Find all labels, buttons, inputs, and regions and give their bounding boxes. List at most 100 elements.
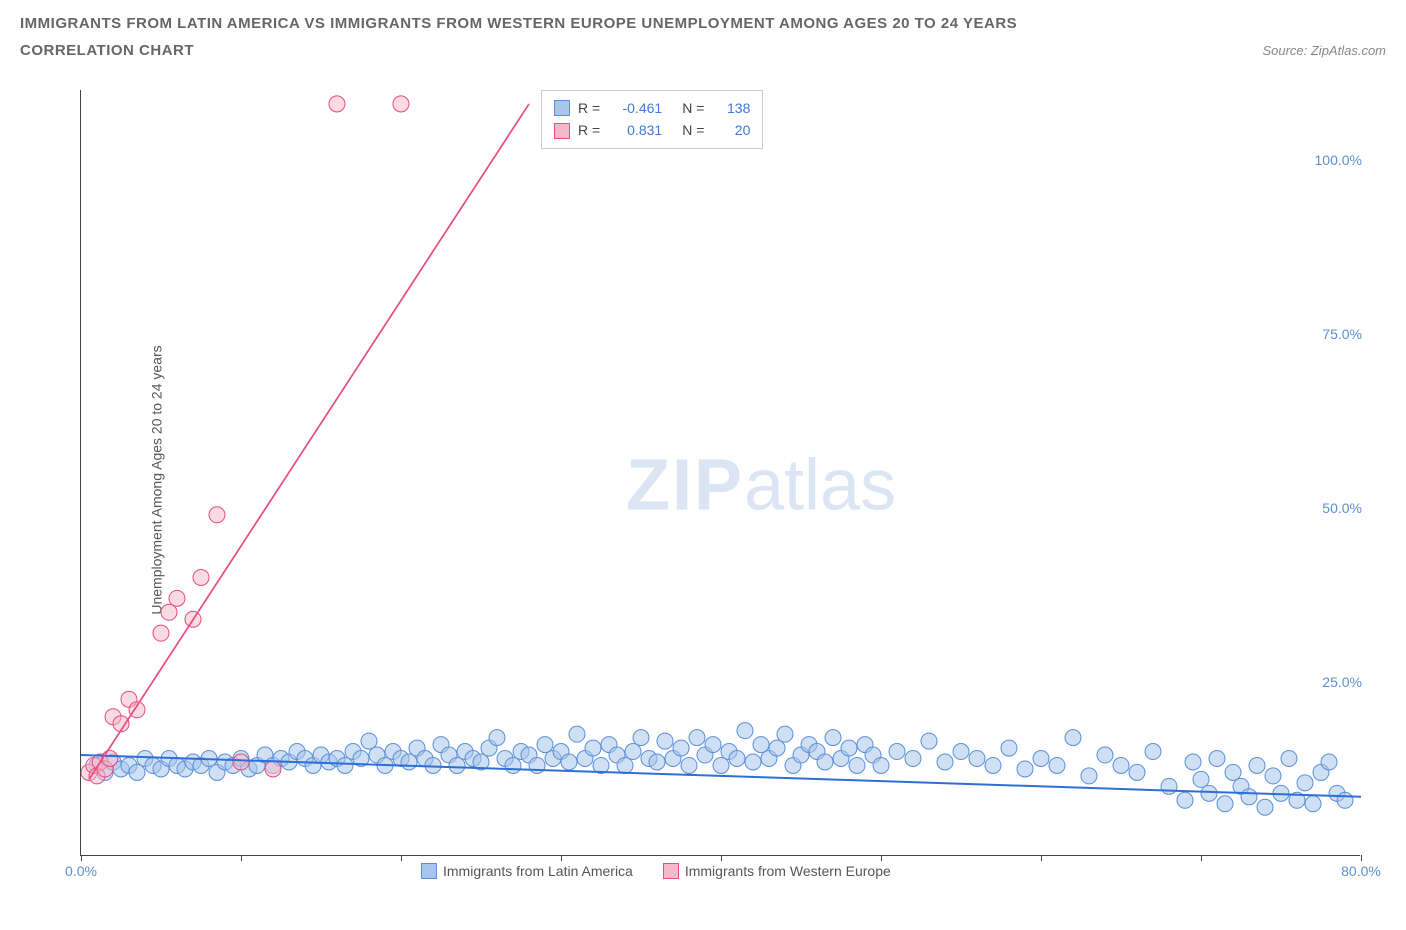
data-point <box>873 757 889 773</box>
x-tick-label: 80.0% <box>1341 863 1381 879</box>
y-tick-label: 25.0% <box>1322 674 1362 690</box>
data-point <box>1321 754 1337 770</box>
data-point <box>1193 771 1209 787</box>
data-point <box>777 726 793 742</box>
legend-n-label: N = <box>682 119 704 141</box>
scatter-svg <box>81 90 1361 856</box>
data-point <box>1265 768 1281 784</box>
data-point <box>825 730 841 746</box>
data-point <box>1337 792 1353 808</box>
data-point <box>1217 796 1233 812</box>
data-point <box>337 757 353 773</box>
data-point <box>649 754 665 770</box>
data-point <box>1281 751 1297 767</box>
data-point <box>1305 796 1321 812</box>
data-point <box>1097 747 1113 763</box>
x-tick-mark <box>1361 855 1362 861</box>
data-point <box>657 733 673 749</box>
data-point <box>769 740 785 756</box>
legend-n-value: 20 <box>716 119 750 141</box>
data-point <box>569 726 585 742</box>
data-point <box>561 754 577 770</box>
data-point <box>537 737 553 753</box>
data-point <box>1177 792 1193 808</box>
data-point <box>585 740 601 756</box>
y-tick-label: 75.0% <box>1322 326 1362 342</box>
chart-container: Unemployment Among Ages 20 to 24 years Z… <box>60 80 1380 880</box>
data-point <box>1129 764 1145 780</box>
data-point <box>449 757 465 773</box>
x-tick-mark <box>721 855 722 861</box>
x-tick-label: 0.0% <box>65 863 97 879</box>
data-point <box>1241 789 1257 805</box>
data-point <box>737 723 753 739</box>
data-point <box>953 744 969 760</box>
data-point <box>985 757 1001 773</box>
legend-label: Immigrants from Western Europe <box>685 863 891 879</box>
y-tick-label: 50.0% <box>1322 500 1362 516</box>
data-point <box>1145 744 1161 760</box>
data-point <box>169 590 185 606</box>
y-tick-label: 100.0% <box>1315 152 1362 168</box>
data-point <box>841 740 857 756</box>
data-point <box>102 751 118 767</box>
x-tick-mark <box>241 855 242 861</box>
plot-area: ZIPatlas R =-0.461N =138R =0.831N =20 Im… <box>80 90 1360 856</box>
legend-row: R = -0.461 N = 138 <box>554 97 750 119</box>
data-point <box>1065 730 1081 746</box>
data-point <box>209 507 225 523</box>
legend-n-value: 138 <box>716 97 750 119</box>
legend-row: R =0.831N =20 <box>554 119 750 141</box>
data-point <box>937 754 953 770</box>
data-point <box>1161 778 1177 794</box>
source-attribution: Source: ZipAtlas.com <box>1262 43 1386 58</box>
data-point <box>625 744 641 760</box>
data-point <box>1113 757 1129 773</box>
data-point <box>969 751 985 767</box>
data-point <box>393 96 409 112</box>
x-tick-mark <box>401 855 402 861</box>
legend-swatch <box>421 863 437 879</box>
data-point <box>1081 768 1097 784</box>
data-point <box>713 757 729 773</box>
data-point <box>689 730 705 746</box>
series-legend: Immigrants from Latin America Immigrants … <box>421 863 891 879</box>
legend-item: Immigrants from Western Europe <box>663 863 891 879</box>
data-point <box>617 757 633 773</box>
data-point <box>1049 757 1065 773</box>
data-point <box>673 740 689 756</box>
chart-subtitle: CORRELATION CHART <box>20 42 194 59</box>
data-point <box>905 751 921 767</box>
data-point <box>681 757 697 773</box>
data-point <box>193 569 209 585</box>
x-tick-mark <box>81 855 82 861</box>
legend-r-value: -0.461 <box>612 97 662 119</box>
data-point <box>1185 754 1201 770</box>
data-point <box>265 761 281 777</box>
data-point <box>153 625 169 641</box>
x-tick-mark <box>1041 855 1042 861</box>
data-point <box>633 730 649 746</box>
data-point <box>1297 775 1313 791</box>
trend-line <box>89 104 529 779</box>
data-point <box>753 737 769 753</box>
data-point <box>1017 761 1033 777</box>
data-point <box>817 754 833 770</box>
data-point <box>233 754 249 770</box>
legend-n-label: N = <box>682 97 704 119</box>
legend-r-value: 0.831 <box>612 119 662 141</box>
data-point <box>161 604 177 620</box>
legend-swatch <box>663 863 679 879</box>
data-point <box>505 757 521 773</box>
legend-label: Immigrants from Latin America <box>443 863 633 879</box>
x-tick-mark <box>561 855 562 861</box>
legend-r-label: R = <box>578 97 600 119</box>
data-point <box>849 757 865 773</box>
chart-title: IMMIGRANTS FROM LATIN AMERICA VS IMMIGRA… <box>20 12 1386 36</box>
legend-item: Immigrants from Latin America <box>421 863 633 879</box>
x-tick-mark <box>1201 855 1202 861</box>
data-point <box>401 754 417 770</box>
correlation-legend: R = -0.461 N = 138R = 0.831 N = 20 <box>541 90 763 149</box>
data-point <box>129 764 145 780</box>
data-point <box>329 96 345 112</box>
